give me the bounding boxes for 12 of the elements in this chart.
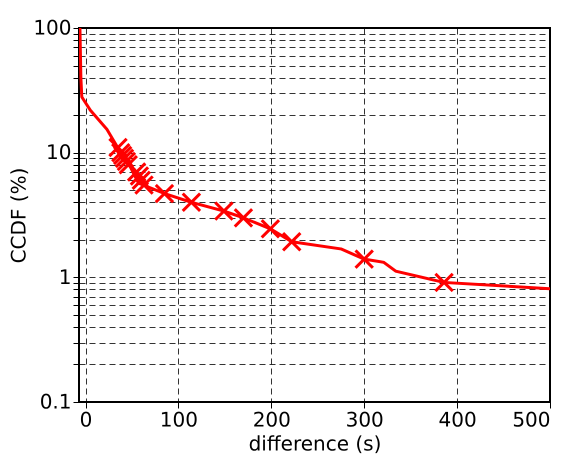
y-tick-label: 1: [58, 264, 72, 289]
y-tick-label: 10: [46, 140, 72, 164]
x-tick-label: 100: [160, 408, 198, 432]
x-tick-label: 400: [438, 408, 477, 432]
x-tick-label: 0: [80, 408, 92, 432]
x-tick-label: 500: [512, 408, 550, 432]
y-tick-label: 0.1: [40, 390, 72, 414]
x-axis-title: difference (s): [248, 432, 382, 456]
y-tick-label: 100: [33, 16, 72, 40]
x-tick-label: 200: [252, 408, 291, 432]
y-axis-title: CCDF (%): [6, 168, 30, 264]
x-tick-label: 300: [346, 408, 384, 432]
